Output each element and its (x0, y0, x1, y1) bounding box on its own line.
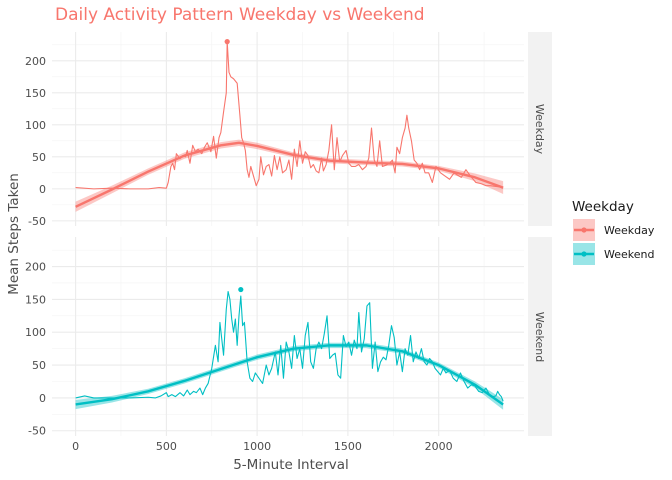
grid-lines (52, 32, 524, 226)
legend-title: Weekday (572, 199, 634, 215)
x-axis-ticks: 0 500 1000 1500 2000 (72, 440, 453, 453)
chart-title: Daily Activity Pattern Weekday vs Weeken… (55, 5, 425, 25)
panel-weekday: -50 0 50 100 150 200 (25, 32, 524, 228)
y-tick-label: 50 (32, 151, 46, 164)
y-axis-title: Mean Steps Taken (6, 173, 22, 295)
legend-point (581, 227, 587, 233)
grid-lines (52, 237, 524, 436)
peak-point (224, 39, 230, 45)
strip-background (528, 32, 552, 226)
y-tick-label: 100 (25, 119, 46, 132)
legend-point (581, 251, 587, 257)
strip-background (528, 237, 552, 436)
y-tick-label: 200 (25, 261, 46, 274)
y-tick-label: 0 (39, 183, 46, 196)
y-tick-label: 200 (25, 55, 46, 68)
legend-key-weekend: Weekend (573, 243, 654, 265)
x-axis-title: 5-Minute Interval (233, 457, 349, 473)
panel-weekend: -50 0 50 100 150 200 (25, 237, 524, 438)
x-tick-label: 1500 (334, 440, 362, 453)
legend-label: Weekday (604, 224, 655, 237)
smooth-line (75, 141, 504, 208)
x-tick-label: 2000 (425, 440, 453, 453)
y-tick-label: -50 (28, 425, 46, 438)
legend-label: Weekend (604, 248, 654, 261)
y-tick-label: -50 (28, 215, 46, 228)
peak-point (238, 286, 244, 293)
y-tick-label: 150 (25, 87, 46, 100)
legend: Weekday Weekday Weekend (572, 199, 655, 265)
y-tick-label: 0 (39, 392, 46, 405)
strip-label-weekday: Weekday (533, 104, 546, 155)
strip-weekday: Weekday (528, 32, 552, 226)
y-tick-label: 100 (25, 326, 46, 339)
x-tick-label: 1000 (243, 440, 271, 453)
y-tick-label: 50 (32, 359, 46, 372)
legend-key-weekday: Weekday (573, 219, 655, 241)
x-tick-label: 0 (72, 440, 79, 453)
x-tick-label: 500 (156, 440, 177, 453)
strip-weekend: Weekend (528, 237, 552, 436)
y-tick-label: 150 (25, 293, 46, 306)
smooth-line (75, 344, 504, 406)
strip-label-weekend: Weekend (533, 312, 546, 362)
